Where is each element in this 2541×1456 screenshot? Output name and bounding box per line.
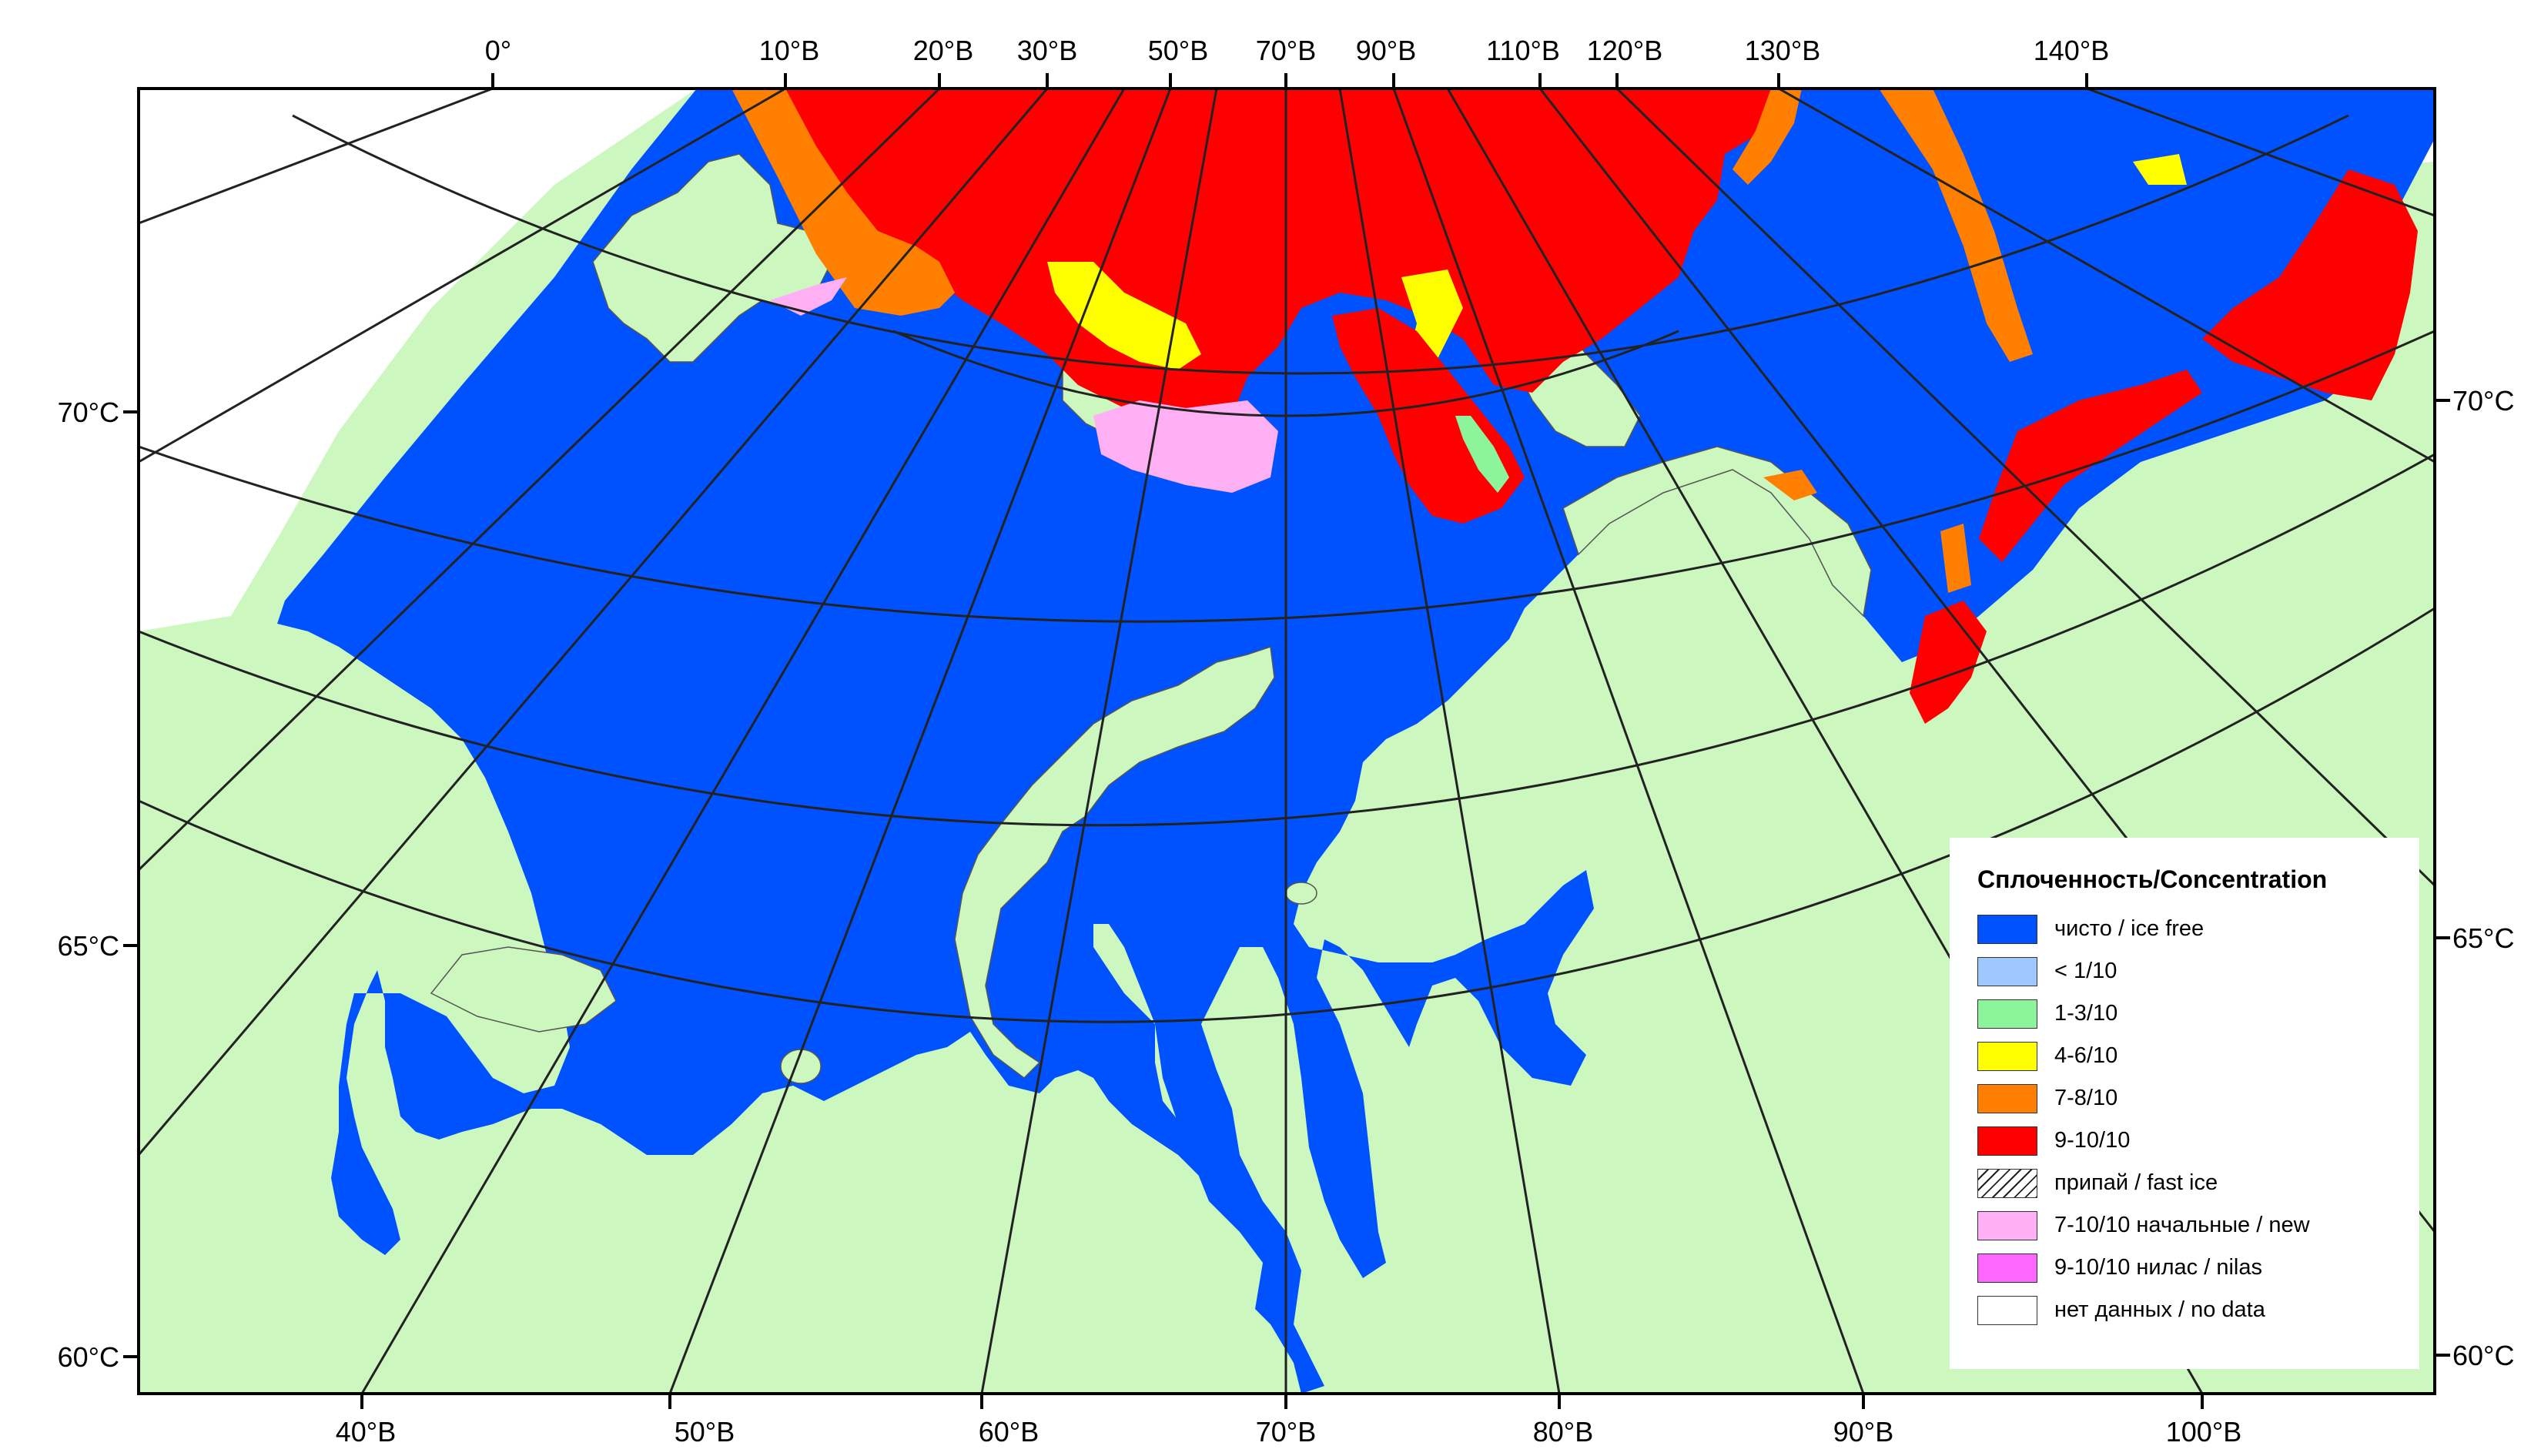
bottom-lon-label: 80°В [1533, 1416, 1593, 1448]
meridian-30 [139, 89, 1049, 1156]
legend-swatch-9-10 [1977, 1126, 2037, 1156]
legend-label: нет данных / no data [2054, 1297, 2265, 1322]
ice-7-8-lena [1940, 524, 1971, 593]
left-lat-label: 65°С [58, 930, 119, 962]
ice-7-8-east-strip [1879, 89, 2033, 362]
bottom-lon-label: 90°В [1833, 1416, 1893, 1448]
legend-swatch-4-6 [1977, 1041, 2037, 1071]
legend-item: < 1/10 [1977, 950, 2419, 992]
legend-title: Сплоченность/Concentration [1977, 865, 2328, 893]
meridian-0 [139, 89, 494, 225]
legend-item: 7-8/10 [1977, 1077, 2419, 1120]
ice-7-8-svalbard [732, 89, 955, 316]
meridian-20 [139, 89, 941, 872]
ice-9-10-north [770, 89, 1771, 462]
right-lat-label: 70°С [2452, 385, 2514, 417]
top-lon-label: 130°В [1745, 35, 1820, 66]
frame-ticks [123, 73, 2450, 1409]
legend-item: 7-10/10 начальные / new [1977, 1204, 2419, 1247]
ice-7-8-north-east [1732, 89, 1802, 185]
ice-9-10-laptev [2202, 169, 2418, 400]
meridian-130 [1778, 89, 2435, 464]
legend-swatch-new-ice [1977, 1210, 2037, 1240]
bottom-lon-label: 40°В [336, 1416, 396, 1448]
legend-item: 9-10/10 [1977, 1120, 2419, 1162]
top-lon-label: 10°В [759, 35, 819, 66]
bottom-lon-label: 50°В [675, 1416, 735, 1448]
ice-new-svalbard [770, 277, 847, 316]
land-kola-peninsula [430, 946, 617, 1033]
legend-swatch-1-3 [1977, 999, 2037, 1029]
land-novaya-zemlya [954, 645, 1275, 1079]
top-lon-label: 0° [485, 35, 511, 66]
bottom-lon-label: 100°В [2166, 1416, 2241, 1448]
legend-item: нет данных / no data [1977, 1289, 2419, 1331]
legend-label: < 1/10 [2054, 959, 2118, 983]
top-lon-label: 50°В [1148, 35, 1208, 66]
ice-9-10-kara [1332, 308, 1525, 524]
ice-new-franz-josef [1093, 400, 1278, 493]
meridian-80 [1338, 89, 1561, 1394]
legend-swatch-ice-free [1977, 914, 2037, 944]
ice-4-6-east [2133, 154, 2187, 185]
graticule [139, 89, 2435, 1394]
top-lon-label: 90°В [1356, 35, 1416, 66]
meridian-60 [980, 89, 1218, 1394]
meridian-40 [360, 89, 1126, 1394]
legend-item: 1-3/10 [1977, 992, 2419, 1035]
ice-9-10-bay [1910, 601, 1987, 724]
legend-swatch-7-8 [1977, 1083, 2037, 1113]
top-lon-label: 70°В [1256, 35, 1316, 66]
legend-label: припай / fast ice [2054, 1170, 2218, 1195]
legend-swatch-nilas [1977, 1253, 2037, 1283]
legend-item: 9-10/10 нилас / nilas [1977, 1247, 2419, 1289]
legend-label: 9-10/10 нилас / nilas [2054, 1255, 2262, 1280]
meridian-140 [2086, 89, 2435, 217]
parallel-85 [292, 114, 2349, 375]
land-bely-island [1285, 882, 1317, 905]
meridian-10 [139, 89, 786, 464]
bottom-lon-label: 70°В [1256, 1416, 1316, 1448]
legend-item: припай / fast ice [1977, 1162, 2419, 1204]
no-data-area-west [139, 89, 697, 631]
legend-swatch-no-data [1977, 1295, 2037, 1325]
right-lat-label: 65°С [2452, 922, 2514, 954]
legend-label: 7-8/10 [2054, 1086, 2118, 1110]
left-lat-label: 60°С [58, 1341, 119, 1373]
legend-swatch-lt-1 [1977, 956, 2037, 986]
top-lon-label: 20°В [913, 35, 973, 66]
ice-4-6-franz-josef [1047, 262, 1201, 370]
bottom-lon-label: 60°В [979, 1416, 1039, 1448]
legend-swatch-fast-ice [1977, 1168, 2037, 1198]
ice-7-8-taymyr [1763, 470, 1817, 500]
legend-label: 4-6/10 [2054, 1043, 2118, 1068]
top-lon-label: 120°В [1587, 35, 1662, 66]
top-lon-label: 140°В [2034, 35, 2109, 66]
right-lat-label: 60°С [2452, 1340, 2514, 1371]
top-lon-label: 110°В [1486, 35, 1560, 66]
meridian-50 [668, 89, 1172, 1394]
map-body [139, 89, 2435, 1394]
left-lat-label: 70°С [58, 397, 119, 428]
legend-label: чисто / ice free [2054, 916, 2205, 941]
legend-item: 4-6/10 [1977, 1035, 2419, 1077]
legend-item: чисто / ice free [1977, 908, 2419, 950]
legend-label: 7-10/10 начальные / new [2054, 1213, 2310, 1237]
legend-label: 9-10/10 [2054, 1128, 2131, 1153]
meridian-120 [1615, 89, 2435, 887]
meridian-90 [1392, 89, 1865, 1394]
legend-label: 1-3/10 [2054, 1001, 2118, 1026]
ice-1-3-kara [1455, 416, 1509, 493]
legend: Сплоченность/Concentration чисто / ice f… [1950, 838, 2419, 1369]
top-lon-label: 30°В [1017, 35, 1077, 66]
